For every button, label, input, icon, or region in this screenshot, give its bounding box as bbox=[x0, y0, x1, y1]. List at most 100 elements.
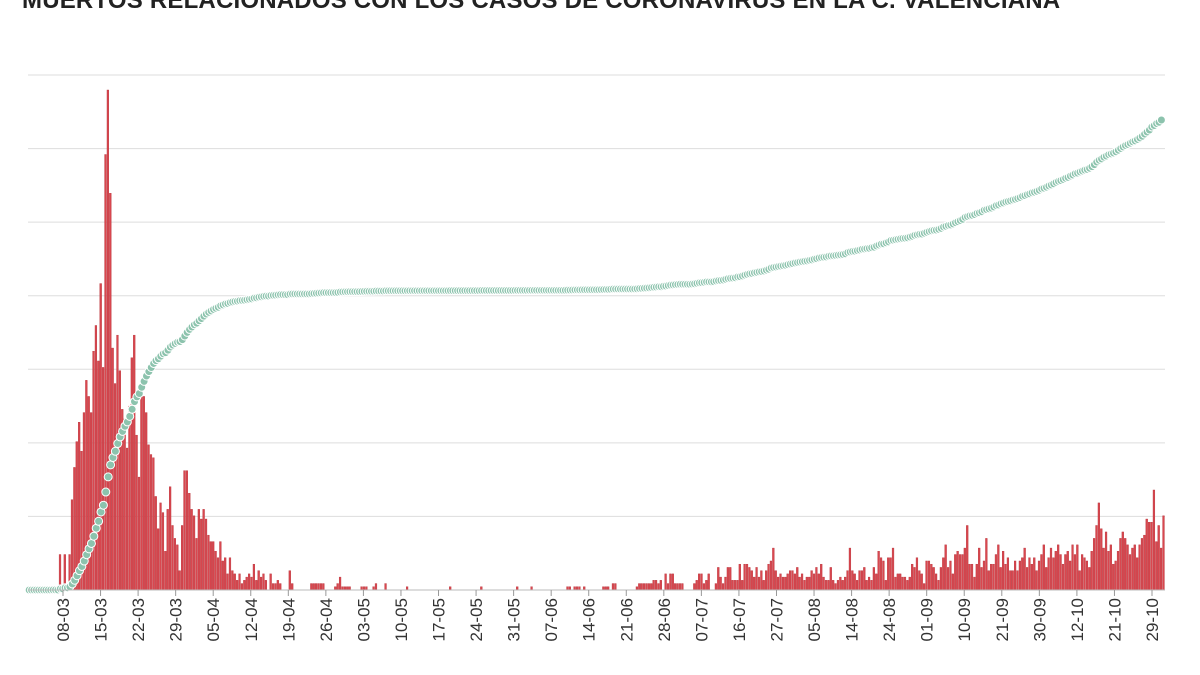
bar bbox=[717, 567, 720, 591]
bar bbox=[252, 563, 255, 591]
bar bbox=[1131, 547, 1134, 591]
bar bbox=[827, 580, 830, 591]
bar bbox=[925, 560, 928, 591]
bar bbox=[738, 563, 741, 591]
bar bbox=[1073, 554, 1077, 591]
bar bbox=[932, 567, 935, 591]
bar bbox=[161, 512, 165, 591]
bar bbox=[104, 154, 107, 591]
bar bbox=[743, 563, 746, 591]
bar bbox=[700, 573, 703, 591]
bar bbox=[808, 576, 811, 591]
bar bbox=[1040, 554, 1043, 591]
bar bbox=[1066, 551, 1069, 591]
bar bbox=[705, 580, 708, 591]
bar bbox=[240, 583, 244, 591]
bar bbox=[317, 583, 320, 591]
bar bbox=[125, 447, 129, 591]
bar bbox=[997, 544, 1000, 591]
bar bbox=[877, 551, 880, 591]
bar bbox=[786, 573, 789, 591]
bar bbox=[891, 547, 895, 591]
bar bbox=[698, 573, 701, 591]
x-tick-label: 17-05 bbox=[430, 598, 449, 641]
bar bbox=[793, 573, 796, 591]
x-tick-label: 07-06 bbox=[542, 598, 561, 641]
bar bbox=[92, 351, 95, 591]
bar bbox=[757, 576, 761, 591]
bar bbox=[1011, 570, 1014, 591]
bar bbox=[384, 583, 387, 591]
bar bbox=[1150, 522, 1153, 591]
bar bbox=[765, 570, 768, 591]
bar bbox=[987, 570, 990, 591]
bar bbox=[374, 583, 378, 591]
bar bbox=[645, 583, 648, 591]
x-tick-labels: 08-03 15-03 22-03 29-03 05-04 12-04 19-04 26-04… bbox=[54, 590, 1162, 641]
daily-deaths-bars bbox=[51, 89, 1165, 591]
x-tick-label: 21-09 bbox=[993, 598, 1012, 641]
bar bbox=[1028, 557, 1031, 591]
x-tick-label: 12-04 bbox=[242, 598, 261, 641]
bar bbox=[671, 573, 674, 591]
bar bbox=[980, 567, 983, 591]
x-tick-label: 26-04 bbox=[317, 598, 336, 641]
bar bbox=[243, 580, 246, 591]
bar bbox=[781, 576, 785, 591]
bar bbox=[245, 576, 248, 591]
bar bbox=[1057, 544, 1060, 591]
x-tick-label: 14-08 bbox=[843, 598, 862, 641]
bar bbox=[1112, 563, 1115, 591]
bar bbox=[908, 576, 911, 591]
bar bbox=[1004, 563, 1007, 591]
bar bbox=[889, 557, 892, 591]
bar bbox=[204, 518, 208, 591]
bar bbox=[867, 576, 871, 591]
cumulative-point bbox=[89, 531, 99, 541]
bar bbox=[774, 570, 777, 591]
bar bbox=[228, 557, 232, 591]
bar bbox=[923, 583, 926, 591]
bar bbox=[841, 580, 844, 591]
bar bbox=[99, 283, 102, 591]
bar bbox=[180, 525, 184, 591]
x-tick-label: 07-07 bbox=[692, 598, 711, 641]
bar bbox=[1140, 538, 1144, 591]
bar bbox=[911, 563, 914, 591]
bar bbox=[1076, 544, 1079, 591]
bar bbox=[1116, 551, 1120, 591]
bar bbox=[844, 576, 847, 591]
chart-title: MUERTOS RELACIONADOS CON LOS CASOS DE CO… bbox=[22, 0, 1061, 14]
bar bbox=[999, 567, 1002, 591]
bar bbox=[674, 583, 677, 591]
bar bbox=[762, 580, 765, 591]
x-tick-label: 29-10 bbox=[1143, 598, 1162, 641]
bar bbox=[212, 541, 215, 591]
bar bbox=[231, 570, 234, 591]
bar bbox=[1045, 567, 1048, 591]
bar bbox=[803, 580, 806, 591]
bar bbox=[101, 367, 105, 591]
x-tick-label: 10-05 bbox=[392, 598, 411, 641]
bar bbox=[664, 573, 667, 591]
bar bbox=[135, 434, 138, 591]
bar bbox=[1133, 544, 1136, 591]
bar bbox=[1064, 554, 1067, 591]
bar bbox=[183, 470, 186, 591]
bar bbox=[1157, 525, 1160, 591]
bar bbox=[817, 573, 820, 591]
bar bbox=[748, 567, 751, 591]
bar bbox=[173, 538, 176, 591]
bar bbox=[1085, 560, 1089, 591]
bar bbox=[1088, 567, 1091, 591]
bar bbox=[858, 570, 861, 591]
bar bbox=[719, 576, 722, 591]
x-tick-label: 15-03 bbox=[92, 598, 111, 641]
bar bbox=[638, 583, 641, 591]
x-tick-label: 05-08 bbox=[805, 598, 824, 641]
bar bbox=[992, 563, 995, 591]
x-tick-label: 28-06 bbox=[655, 598, 674, 641]
bar bbox=[1023, 547, 1026, 591]
bar bbox=[755, 567, 758, 591]
bar bbox=[777, 576, 780, 591]
